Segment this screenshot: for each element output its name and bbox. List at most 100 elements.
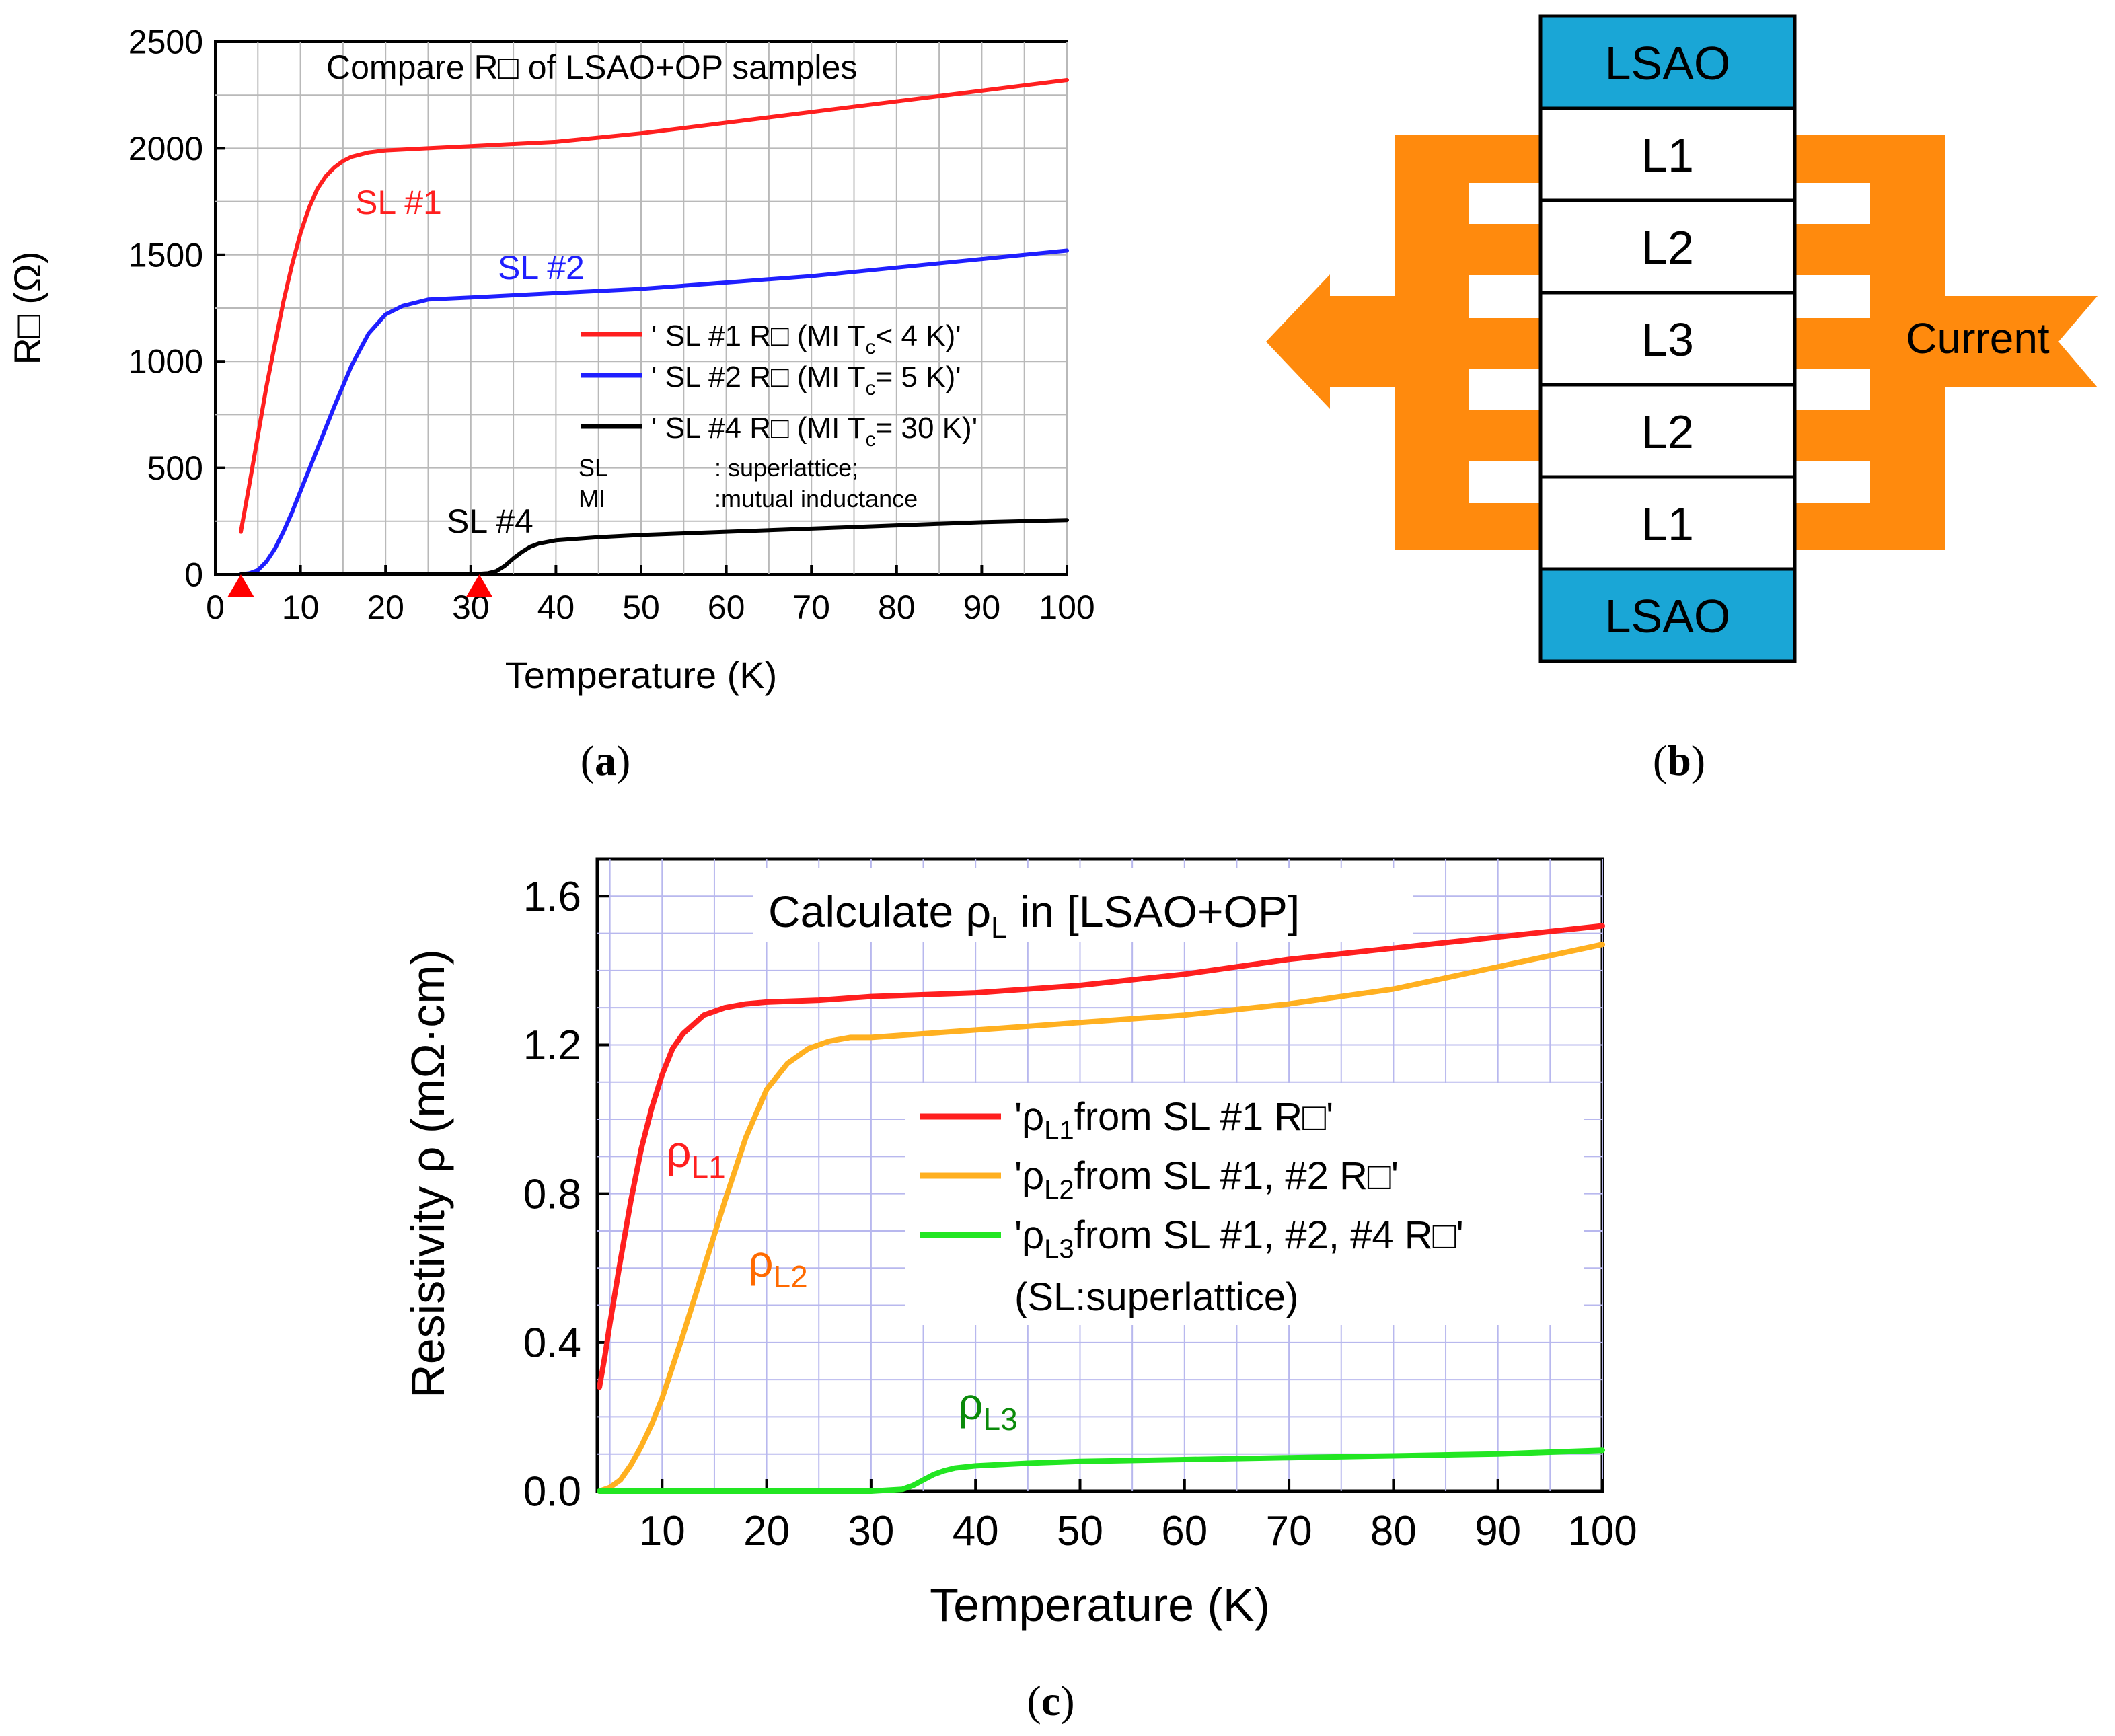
- y-tick-label: 1500: [128, 236, 203, 274]
- legend-entry-rho-l2: 'ρL2from SL #1, #2 R□': [1014, 1154, 1399, 1205]
- tc-marker-0: [227, 574, 254, 597]
- layer-4-box: [1538, 383, 1797, 479]
- x-tick-label: 20: [367, 589, 404, 626]
- panel-a-grid: [215, 42, 1068, 574]
- tc-marker-1: [466, 574, 493, 597]
- x-tick-label: 50: [622, 589, 660, 626]
- legend-entry-rho-l1: 'ρL1from SL #1 R□': [1014, 1095, 1333, 1145]
- legend-entry-sl4: ' SL #4 R□ (MI Tc= 30 K)': [651, 412, 977, 451]
- layer-6: LSAO: [1538, 567, 1797, 663]
- x-tick-label: 60: [1161, 1508, 1208, 1554]
- current-arrow-left: [1266, 135, 1541, 550]
- curve-label-rho-l1: ρL1: [666, 1127, 726, 1184]
- series-label-sl4: SL #4: [447, 502, 533, 540]
- y-tick-label: 1.6: [523, 874, 581, 920]
- note-text-sl: : superlattice;: [714, 454, 858, 482]
- panel-b-label: (b): [1653, 737, 1705, 784]
- x-tick-label: 0: [206, 589, 225, 626]
- legend-entry-sl2: ' SL #2 R□ (MI Tc= 5 K)': [651, 361, 961, 400]
- layer-6-box: [1538, 567, 1797, 663]
- x-tick-label: 20: [743, 1508, 790, 1554]
- layer-5: L1: [1538, 475, 1797, 571]
- layer-2-label: L2: [1641, 221, 1694, 274]
- y-tick-label: 0: [184, 556, 203, 594]
- panel-c-title-bg: [753, 868, 1413, 942]
- x-tick-label: 10: [282, 589, 320, 626]
- y-tick-label: 2000: [128, 130, 203, 167]
- panel-a-label: (a): [581, 737, 631, 784]
- legend-note: (SL:superlattice): [1014, 1275, 1298, 1319]
- panel-c-xlabel: Temperature (K): [930, 1579, 1270, 1631]
- layer-4-label: L2: [1641, 406, 1694, 458]
- panel-c: 10 20 30 40 50 60 70 80 90 100 0.0 0.4 0.8 1.2 1.6 Cal…: [402, 857, 1637, 1725]
- curve-label-rho-l2: ρL2: [748, 1236, 808, 1294]
- series-line-l2-1: [597, 942, 1605, 1494]
- note-key-mi: MI: [579, 485, 605, 513]
- y-tick-label: 500: [147, 449, 203, 487]
- x-tick-label: 90: [963, 589, 1001, 626]
- panel-a-series: [239, 78, 1069, 576]
- series-label-sl2: SL #2: [498, 249, 585, 287]
- y-tick-label: 1000: [128, 343, 203, 381]
- curve-label-rho-l3: ρL3: [958, 1379, 1018, 1437]
- legend-entry-sl1: ' SL #1 R□ (MI Tc< 4 K)': [651, 319, 961, 358]
- y-tick-label: 2500: [128, 24, 203, 61]
- panel-a-ticks: 0 10 20 30 40 50 60 70 80 90 100050010001500200025…: [128, 24, 1095, 627]
- panel-a-markers: [227, 574, 493, 597]
- layer-1-box: [1538, 106, 1797, 202]
- x-tick-label: 80: [878, 589, 916, 626]
- note-text-mi: :mutual inductance: [714, 485, 918, 513]
- y-tick-label: 0.4: [523, 1320, 581, 1367]
- x-tick-label: 60: [708, 589, 745, 626]
- current-label: Current: [1906, 314, 2050, 363]
- x-tick-label: 40: [953, 1508, 999, 1554]
- x-tick-label: 90: [1475, 1508, 1521, 1554]
- y-tick-label: 1.2: [523, 1022, 581, 1069]
- current-arrow-right: [1795, 135, 2098, 550]
- panel-a: 0 10 20 30 40 50 60 70 80 90 100050010001500200025…: [6, 24, 1095, 785]
- panel-c-legend: 'ρL1from SL #1 R□' 'ρL2from SL #1, #2 R□…: [905, 1083, 1584, 1325]
- panel-b: LSAO L1 L2 L3 L2 L1: [1266, 14, 2098, 784]
- panel-a-ylabel: R□ (Ω): [6, 252, 48, 365]
- panel-c-label: (c): [1027, 1677, 1074, 1725]
- x-tick-label: 70: [792, 589, 830, 626]
- series-line-sl-2-1: [239, 248, 1069, 576]
- x-tick-label: 70: [1266, 1508, 1312, 1554]
- layer-1: L1: [1538, 106, 1797, 202]
- layer-5-box: [1538, 475, 1797, 571]
- series-line-l1-0: [597, 923, 1605, 1390]
- series-line-sl-1-0: [239, 78, 1069, 534]
- panel-a-title: Compare R□ of LSAO+OP samples: [326, 48, 857, 86]
- layer-stack-diagram: LSAO L1 L2 L3 L2 L1: [1266, 14, 2098, 663]
- panel-c-title: Calculate ρL in [LSAO+OP]: [768, 886, 1300, 944]
- panel-c-series: [597, 923, 1605, 1494]
- layer-3-box: [1538, 291, 1797, 387]
- panel-a-xlabel: Temperature (K): [505, 654, 778, 696]
- x-tick-label: 100: [1039, 589, 1094, 626]
- layer-2: L2: [1538, 198, 1797, 295]
- layer-0-label: LSAO: [1605, 37, 1731, 89]
- layer-0: LSAO: [1538, 14, 1797, 110]
- panel-c-legend-bg: [905, 1083, 1584, 1325]
- layer-3-label: L3: [1641, 313, 1694, 366]
- x-tick-label: 10: [639, 1508, 685, 1554]
- x-tick-label: 100: [1567, 1508, 1637, 1554]
- x-tick-label: 50: [1057, 1508, 1103, 1554]
- panel-a-legend: ' SL #1 R□ (MI Tc< 4 K)' ' SL #2 R□ (MI …: [579, 319, 977, 513]
- x-tick-label: 30: [848, 1508, 894, 1554]
- note-key-sl: SL: [579, 454, 608, 482]
- y-tick-label: 0.0: [523, 1469, 581, 1515]
- panel-c-ylabel: Resistivity ρ (mΩ·cm): [402, 949, 454, 1398]
- layer-4: L2: [1538, 383, 1797, 479]
- layer-5-label: L1: [1641, 498, 1694, 550]
- y-tick-label: 0.8: [523, 1171, 581, 1217]
- legend-entry-rho-l3: 'ρL3from SL #1, #2, #4 R□': [1014, 1213, 1464, 1264]
- series-label-sl1: SL #1: [355, 184, 442, 221]
- series-line-l3-2: [597, 1447, 1605, 1494]
- series-line-sl-4-2: [239, 518, 1069, 576]
- x-tick-label: 80: [1370, 1508, 1417, 1554]
- layer-6-label: LSAO: [1605, 590, 1731, 642]
- panel-c-ticks: 10 20 30 40 50 60 70 80 90 100 0.0 0.4 0.8 1.2 1.6: [523, 874, 1637, 1554]
- x-tick-label: 40: [537, 589, 575, 626]
